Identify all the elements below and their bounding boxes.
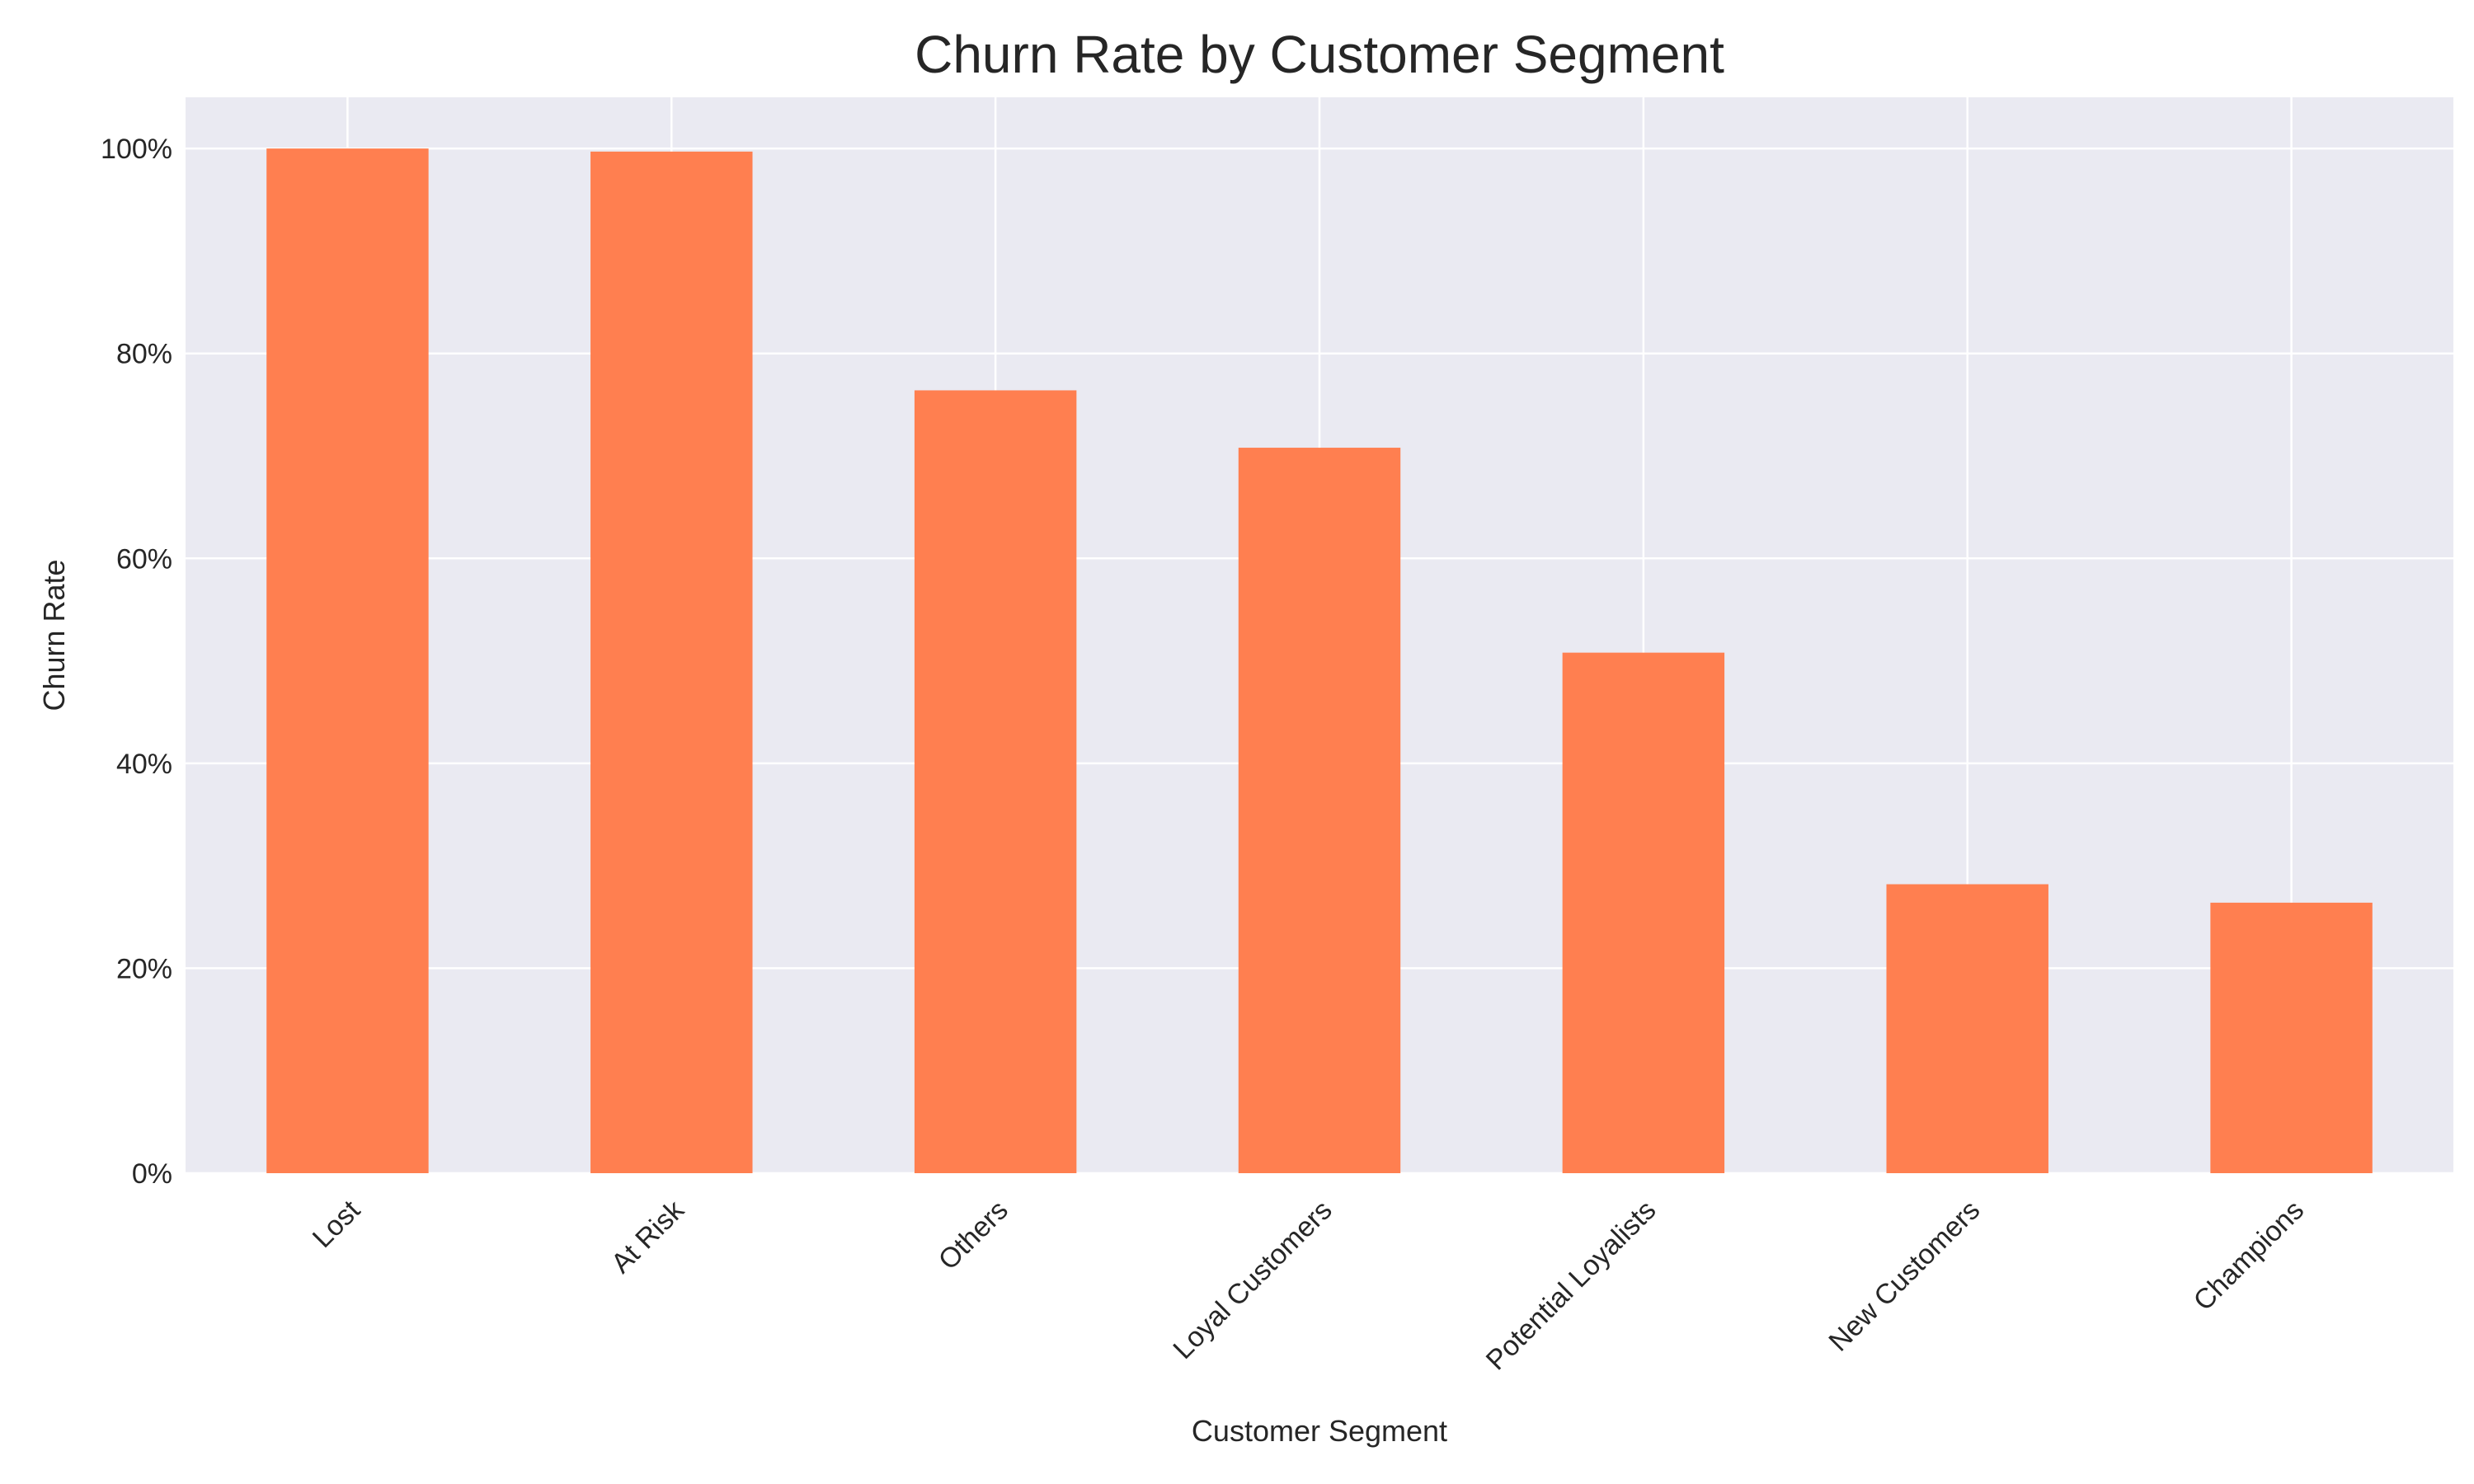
x-tick-label: Loyal Customers — [1167, 1195, 1338, 1365]
x-tick-label: Potential Loyalists — [1480, 1195, 1663, 1377]
x-tick-label: Others — [933, 1195, 1014, 1276]
bar-lost — [266, 148, 429, 1174]
bar-new-customers — [1886, 884, 2048, 1173]
chart-title: Churn Rate by Customer Segment — [915, 25, 1724, 84]
bar-potential-loyalists — [1562, 652, 1725, 1173]
y-axis-ticks: 0% 20% 40% 60% 80% 100% — [101, 134, 172, 1190]
y-tick-label: 80% — [116, 339, 172, 370]
x-axis-label: Customer Segment — [1192, 1414, 1447, 1448]
y-axis-label: Churn Rate — [37, 559, 71, 711]
x-tick-label: Champions — [2188, 1195, 2310, 1317]
x-tick-label: At Risk — [605, 1194, 691, 1280]
x-tick-label: New Customers — [1823, 1195, 1986, 1358]
y-tick-label: 20% — [116, 953, 172, 984]
y-tick-label: 100% — [101, 134, 172, 165]
bar-champions — [2210, 902, 2373, 1173]
x-tick-label: Lost — [307, 1194, 367, 1254]
y-tick-label: 60% — [116, 543, 172, 575]
bar-others — [914, 390, 1077, 1173]
x-axis-ticks: Lost At Risk Others Loyal Customers Potentia… — [307, 1194, 2310, 1376]
y-tick-label: 40% — [116, 749, 172, 780]
bar-loyal-customers — [1238, 448, 1401, 1173]
bar-at-risk — [590, 151, 753, 1173]
bars — [266, 148, 2373, 1174]
y-tick-label: 0% — [132, 1158, 172, 1190]
